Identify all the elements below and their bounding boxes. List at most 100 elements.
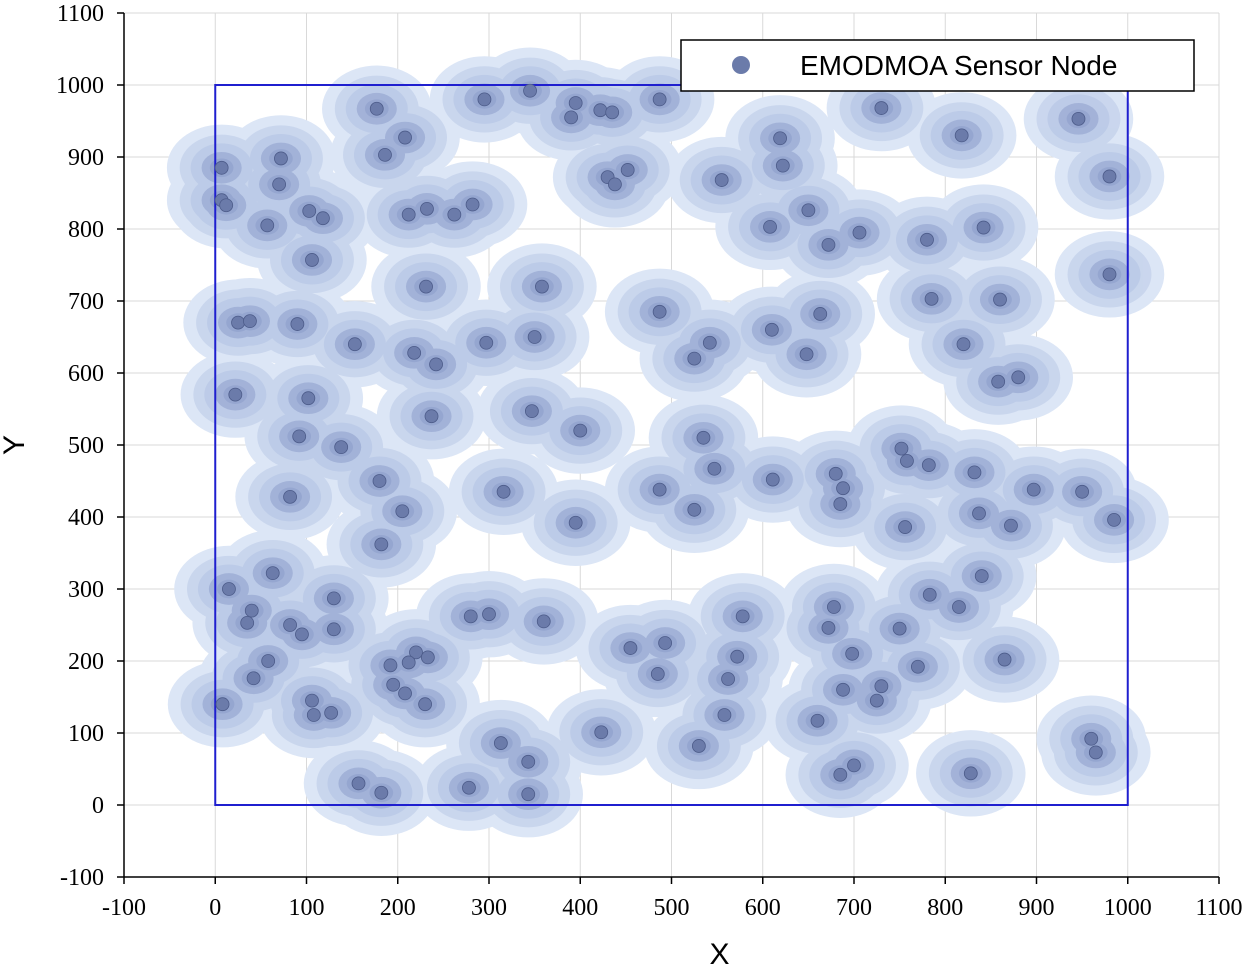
sensor-node-point: [373, 475, 386, 488]
sensor-node-point: [922, 459, 935, 472]
sensor-node-point: [302, 392, 315, 405]
y-tick-label: -100: [60, 865, 104, 891]
sensor-node-point: [316, 212, 329, 225]
x-tick-label: 1000: [1104, 895, 1152, 921]
sensor-node-point: [870, 694, 883, 707]
y-tick-label: 500: [68, 433, 104, 459]
sensor-node-point: [998, 653, 1011, 666]
x-tick-label: 800: [927, 895, 963, 921]
sensor-node-point: [307, 709, 320, 722]
y-tick-label: 300: [68, 577, 104, 603]
sensor-node-point: [827, 601, 840, 614]
sensor-node-point: [853, 226, 866, 239]
sensor-node-point: [955, 129, 968, 142]
sensor-node-point: [1085, 732, 1098, 745]
sensor-node-point: [736, 610, 749, 623]
sensor-node-point: [273, 178, 286, 191]
sensor-node-point: [1027, 483, 1040, 496]
sensor-node-point: [715, 174, 728, 187]
sensor-node-point: [464, 610, 477, 623]
sensor-node-point: [774, 132, 787, 145]
sensor-node-point: [402, 208, 415, 221]
y-tick-label: 1000: [56, 73, 104, 99]
sensor-node-point: [569, 516, 582, 529]
sensor-node-point: [923, 588, 936, 601]
sensor-node-point: [378, 148, 391, 161]
sensor-node-point: [875, 102, 888, 115]
sensor-node-point: [305, 694, 318, 707]
sensor-node-point: [895, 442, 908, 455]
sensor-node-point: [387, 678, 400, 691]
sensor-node-point: [480, 336, 493, 349]
y-tick-label: 100: [68, 721, 104, 747]
sensor-node-point: [483, 608, 496, 621]
sensor-node-point: [291, 318, 304, 331]
sensor-node-point: [688, 503, 701, 516]
sensor-node-point: [692, 739, 705, 752]
sensor-node-point: [375, 538, 388, 551]
sensor-node-point: [241, 616, 254, 629]
sensor-node-point: [822, 621, 835, 634]
sensor-node-point: [419, 698, 432, 711]
sensor-node-point: [525, 405, 538, 418]
x-tick-labels: -100 0 100 200 300 400 500 600 700 800 900 1000 1100: [102, 895, 1243, 921]
sensor-node-point: [1012, 371, 1025, 384]
sensor-node-point: [594, 104, 607, 117]
y-tick-label: 900: [68, 145, 104, 171]
sensor-node-point: [651, 667, 664, 680]
sensor-node-point: [776, 159, 789, 172]
sensor-node-point: [975, 570, 988, 583]
x-tick-label: 500: [654, 895, 690, 921]
sensor-node-point: [295, 628, 308, 641]
sensor-node-point: [430, 358, 443, 371]
sensor-node-point: [899, 521, 912, 534]
sensor-node-point: [893, 622, 906, 635]
sensor-node-point: [327, 623, 340, 636]
sensor-node-point: [659, 637, 672, 650]
sensor-node-point: [822, 238, 835, 251]
sensor-node-point: [1089, 746, 1102, 759]
sensor-node-point: [1004, 519, 1017, 532]
sensor-node-point: [220, 199, 233, 212]
sensor-node-point: [408, 346, 421, 359]
sensor-node-point: [653, 483, 666, 496]
sensor-node-point: [247, 672, 260, 685]
sensor-node-point: [448, 208, 461, 221]
sensor-node-point: [722, 673, 735, 686]
sensor-node-point: [964, 767, 977, 780]
sensor-node-point: [478, 93, 491, 106]
sensor-node-point: [977, 221, 990, 234]
sensor-node-point: [900, 454, 913, 467]
y-tick-labels: -100010020030040050060070080090010001100: [56, 1, 104, 891]
sensor-node-point: [497, 485, 510, 498]
sensor-node-point: [243, 315, 256, 328]
sensor-node-point: [718, 709, 731, 722]
sensor-node-point: [325, 706, 338, 719]
sensor-node-point: [216, 698, 229, 711]
sensor-node-point: [608, 178, 621, 191]
sensor-node-point: [535, 280, 548, 293]
sensor-node-point: [1072, 112, 1085, 125]
sensor-node-point: [802, 204, 815, 217]
sensor-node-point: [522, 755, 535, 768]
x-tick-label: 200: [380, 895, 416, 921]
sensor-node-point: [384, 659, 397, 672]
sensor-node-point: [766, 473, 779, 486]
sensor-node-point: [565, 111, 578, 124]
sensor-node-point: [399, 687, 412, 700]
sensor-node-point: [848, 759, 861, 772]
x-tick-label: 100: [289, 895, 325, 921]
sensor-node-point: [462, 781, 475, 794]
sensor-node-point: [522, 788, 535, 801]
sensor-node-point: [528, 331, 541, 344]
sensor-node-point: [574, 424, 587, 437]
y-tick-label: 700: [68, 289, 104, 315]
sensor-node-point: [1108, 513, 1121, 526]
sensor-node-point: [352, 777, 365, 790]
sensor-node-point: [973, 507, 986, 520]
y-tick-label: 400: [68, 505, 104, 531]
sensor-node-point: [420, 280, 433, 293]
x-axis-title: X: [709, 938, 729, 970]
sensor-node-point: [335, 441, 348, 454]
sensor-node-point: [846, 647, 859, 660]
